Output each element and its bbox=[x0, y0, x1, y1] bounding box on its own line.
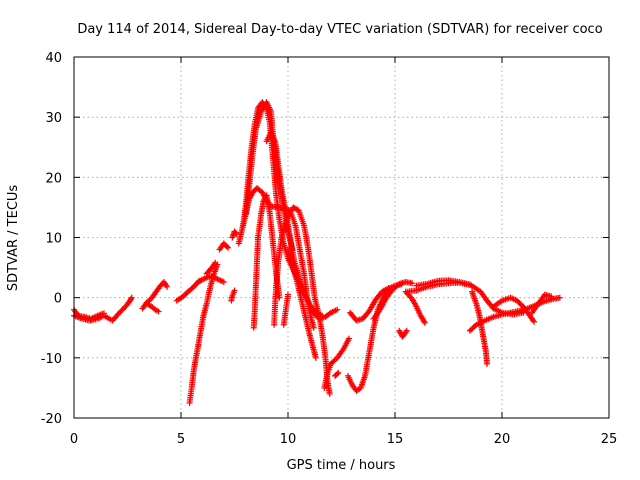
data-point bbox=[385, 285, 392, 292]
series-arc-p bbox=[250, 192, 283, 331]
data-point bbox=[164, 283, 171, 290]
data-point bbox=[312, 354, 319, 361]
y-axis-label: SDTVAR / TECUs bbox=[6, 185, 21, 292]
data-point bbox=[128, 295, 135, 302]
series-arc-f bbox=[173, 277, 203, 304]
series-arc-t bbox=[285, 246, 319, 361]
x-tick-label: 15 bbox=[387, 432, 404, 447]
data-point bbox=[335, 369, 342, 376]
series-arc-j bbox=[228, 287, 238, 304]
series-arc-ah bbox=[528, 291, 555, 316]
data-point bbox=[310, 324, 317, 331]
series-arc-d bbox=[139, 279, 171, 312]
series-arc-ae bbox=[469, 288, 491, 367]
series-arc-w bbox=[308, 306, 341, 322]
y-tick-label: 10 bbox=[45, 232, 62, 247]
series-arc-k bbox=[229, 228, 240, 241]
data-point bbox=[421, 319, 428, 326]
x-tick-label: 0 bbox=[70, 432, 78, 447]
x-tick-label: 20 bbox=[494, 432, 511, 447]
series-arc-ag bbox=[490, 294, 538, 325]
series-arc-z bbox=[370, 279, 416, 322]
data-point bbox=[128, 294, 135, 301]
series-arc-c bbox=[100, 294, 135, 324]
data-points bbox=[71, 99, 563, 406]
data-point bbox=[556, 294, 563, 301]
x-tick-label: 25 bbox=[601, 432, 618, 447]
series-arc-u bbox=[321, 335, 352, 391]
series-arc-l bbox=[186, 261, 221, 406]
series-arc-af bbox=[466, 294, 563, 334]
data-point bbox=[403, 327, 410, 334]
series-arc-i bbox=[216, 240, 232, 253]
data-point bbox=[224, 243, 231, 250]
series-arc-s bbox=[280, 291, 291, 328]
series-arc-ab bbox=[402, 288, 428, 326]
y-tick-label: -10 bbox=[41, 352, 62, 367]
y-tick-label: -20 bbox=[41, 412, 62, 427]
data-point bbox=[231, 287, 238, 294]
data-point bbox=[285, 291, 291, 298]
series-arc-e bbox=[143, 300, 162, 315]
data-point bbox=[155, 308, 162, 315]
data-point bbox=[345, 335, 352, 342]
y-tick-label: 20 bbox=[45, 171, 62, 186]
data-point bbox=[220, 279, 227, 286]
y-tick-label: 0 bbox=[54, 292, 62, 307]
data-point bbox=[334, 306, 341, 313]
data-point bbox=[548, 293, 555, 300]
data-point bbox=[326, 390, 333, 397]
chart-title: Day 114 of 2014, Sidereal Day-to-day VTE… bbox=[77, 22, 602, 37]
series-arc-y bbox=[347, 285, 392, 324]
data-point bbox=[276, 294, 283, 301]
series-arc-aa bbox=[396, 327, 410, 340]
data-point bbox=[531, 318, 538, 325]
data-point bbox=[214, 261, 221, 268]
grid-lines bbox=[74, 57, 609, 418]
y-tick-label: 40 bbox=[45, 51, 62, 66]
series-arc-r bbox=[263, 129, 309, 301]
axis-ticks: 0 5 10 15 20 25 -20 -10 0 10 20 30 40 bbox=[41, 51, 618, 447]
x-tick-label: 10 bbox=[280, 432, 297, 447]
data-point bbox=[409, 280, 416, 287]
data-point bbox=[232, 229, 239, 236]
data-point bbox=[233, 230, 240, 237]
x-axis-label: GPS time / hours bbox=[287, 458, 396, 473]
x-tick-label: 5 bbox=[177, 432, 185, 447]
series-arc-m bbox=[235, 185, 317, 331]
data-point bbox=[484, 360, 491, 367]
y-tick-label: 30 bbox=[45, 111, 62, 126]
data-point bbox=[334, 370, 341, 377]
series-arc-v bbox=[332, 369, 342, 379]
data-point bbox=[225, 244, 232, 251]
